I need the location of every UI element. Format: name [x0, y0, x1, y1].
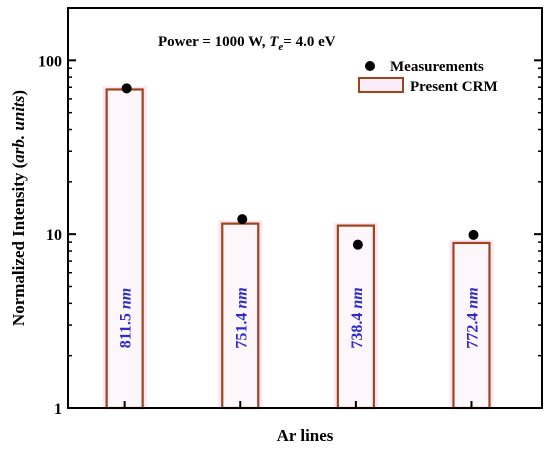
y-tick-label: 10 — [46, 227, 62, 244]
y-tick-label: 1 — [54, 401, 62, 418]
measurement-point — [468, 229, 479, 240]
measurement-point — [352, 239, 363, 250]
axis-ticks-layer: 1 10 100 — [38, 7, 542, 418]
measurement-point — [237, 214, 248, 225]
markers-layer — [121, 83, 479, 250]
y-tick-label: 100 — [38, 53, 62, 70]
annotation: Power = 1000 W, Te= 4.0 eV — [158, 34, 336, 53]
legend: Measurements Present CRM — [358, 59, 498, 95]
legend-label-crm: Present CRM — [410, 79, 498, 95]
bar-label: 738.4 nm — [349, 287, 366, 348]
legend-swatch-crm — [358, 77, 404, 93]
bars-layer — [102, 86, 494, 410]
legend-label-measurements: Measurements — [390, 59, 484, 75]
bar-labels-layer: 811.5 nm 751.4 nm 738.4 nm 772.4 nm — [118, 287, 482, 348]
bar-label: 811.5 nm — [118, 288, 135, 348]
y-axis-title: Normalized Intensity (arb. units) — [9, 90, 28, 326]
bar — [105, 88, 144, 410]
legend-marker-measurements — [365, 61, 375, 71]
x-axis-title: Ar lines — [277, 426, 334, 445]
bar-label: 751.4 nm — [233, 287, 250, 348]
bar-label: 772.4 nm — [464, 287, 481, 348]
plot-frame — [67, 7, 543, 409]
measurement-point — [121, 83, 132, 94]
